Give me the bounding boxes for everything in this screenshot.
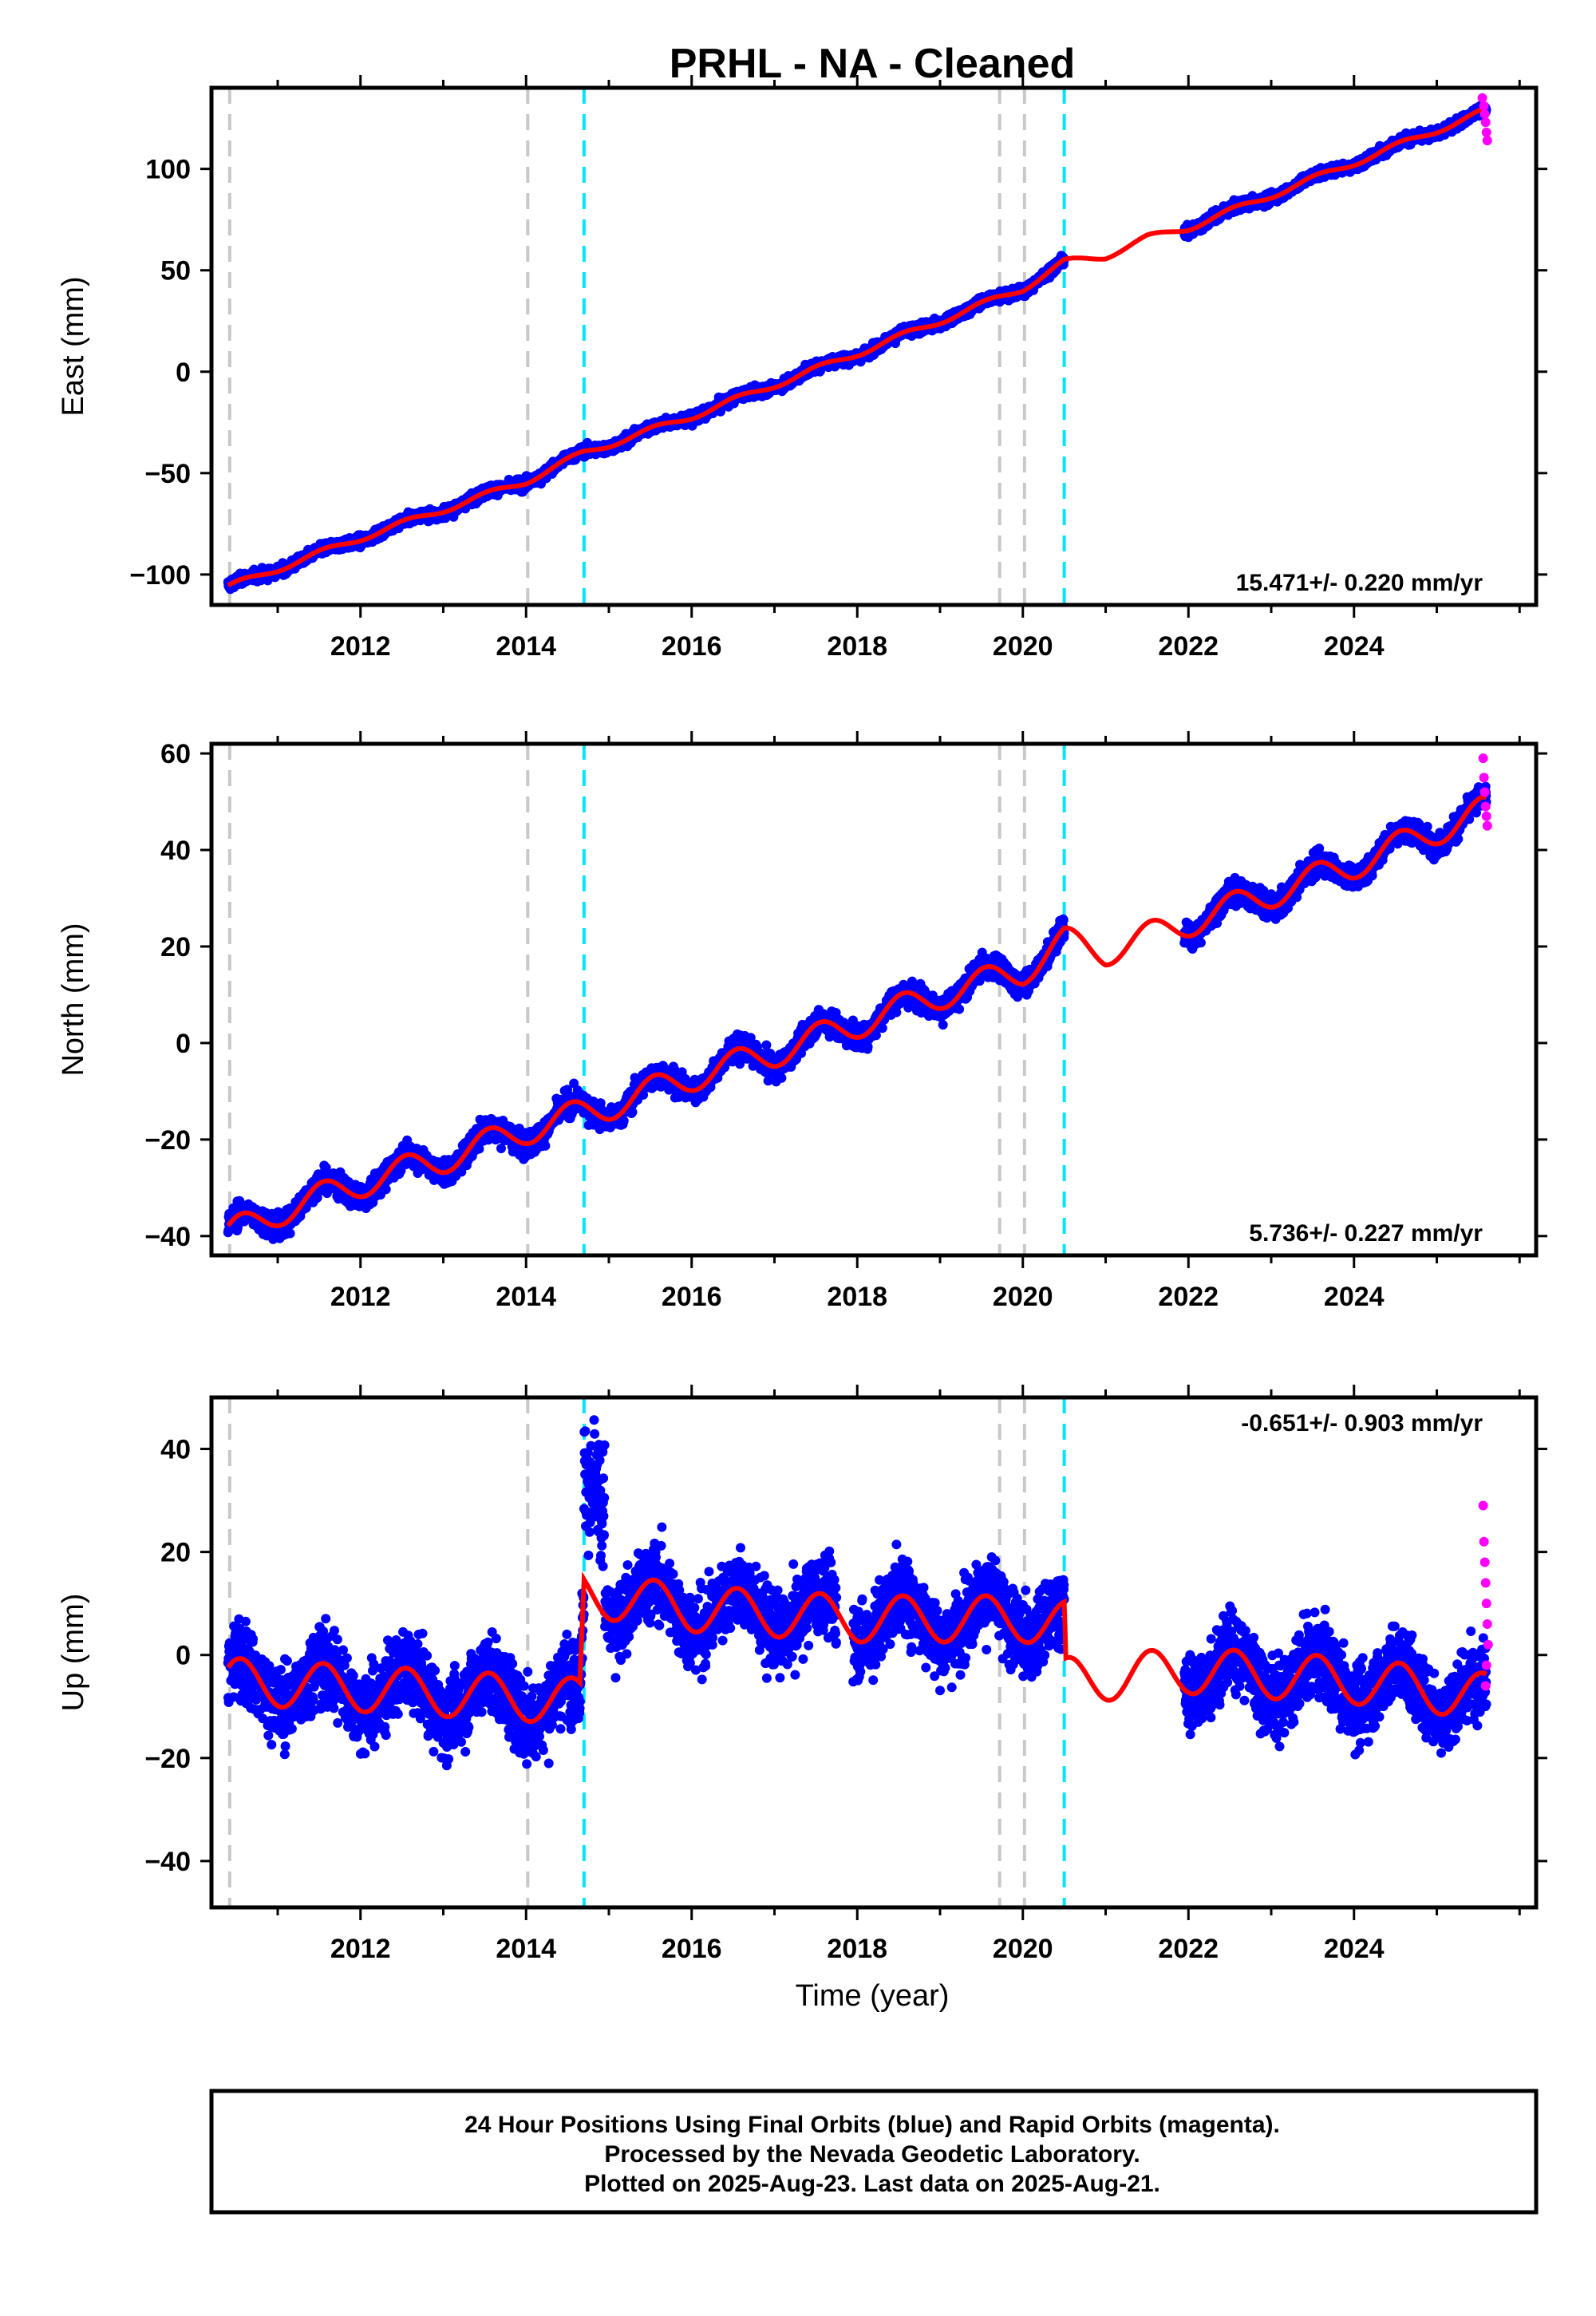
chart-title: PRHL - NA - Cleaned xyxy=(670,41,1076,87)
final-orbit-points xyxy=(223,101,1491,595)
